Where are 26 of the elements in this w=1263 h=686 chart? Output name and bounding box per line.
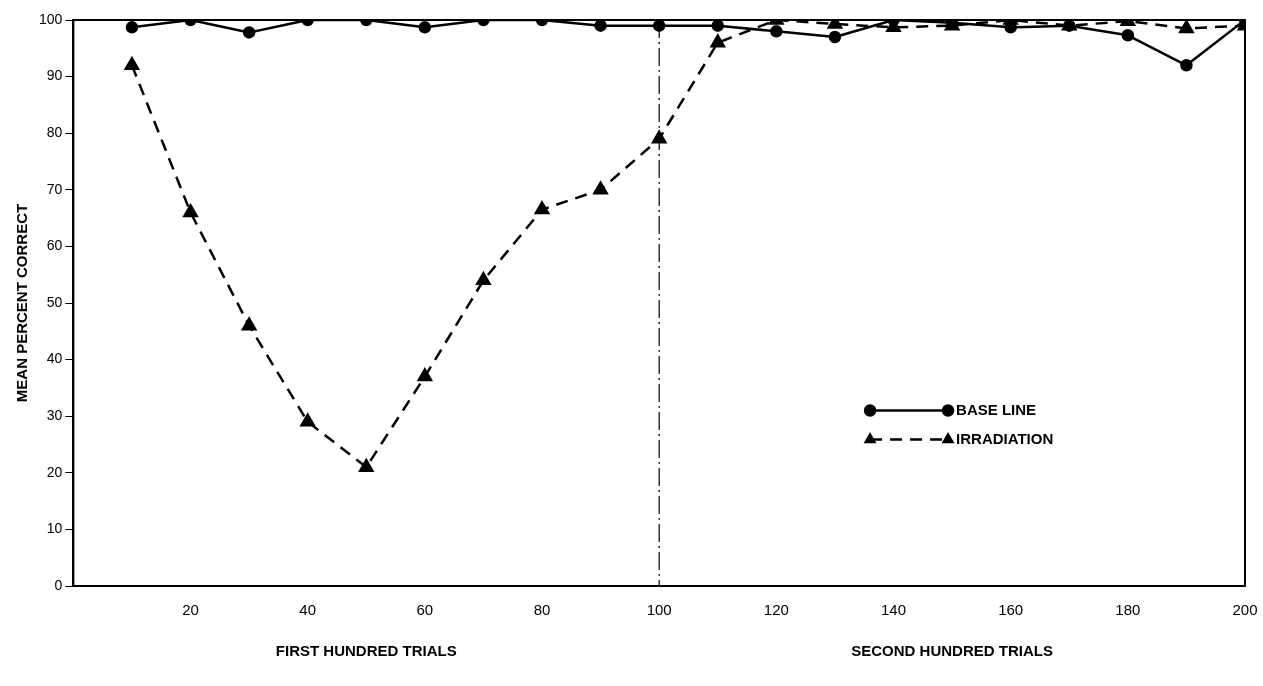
- text: SECOND HUNDRED TRIALS: [851, 642, 1053, 659]
- x-tick-label: 120: [763, 601, 789, 619]
- y-tick-label: 60: [46, 237, 63, 254]
- y-tick-label: 50: [46, 293, 63, 310]
- y-tick-label: 30: [46, 407, 63, 424]
- x-tick-label: 160: [998, 601, 1024, 619]
- legend-label: IRRADIATION: [956, 429, 1054, 447]
- x-tick-label: 80: [533, 601, 551, 619]
- y-tick-label: 10: [46, 520, 63, 537]
- y-tick-label: 0: [54, 576, 63, 593]
- x-tick-label: 180: [1115, 601, 1141, 619]
- y-tick-label: 100: [39, 10, 63, 27]
- x-tick-label: 40: [299, 601, 317, 619]
- y-axis-title: MEAN PERCENT CORRECT: [13, 203, 31, 403]
- y-tick-label: 40: [46, 350, 63, 367]
- x-tick-label: 140: [880, 601, 907, 619]
- y-tick-label: 80: [46, 124, 63, 141]
- legend-label: BASE LINE: [956, 400, 1037, 418]
- y-tick-label: 20: [46, 463, 63, 480]
- y-tick-label: 90: [46, 67, 63, 84]
- x-axis-title: FIRST HUNDRED TRIALS: [275, 642, 457, 659]
- x-tick-label: 200: [1232, 601, 1258, 619]
- x-tick-label: 100: [646, 601, 672, 619]
- x-tick-label: 60: [416, 601, 434, 619]
- y-tick-label: 70: [46, 180, 63, 197]
- x-tick-label: 20: [182, 601, 199, 619]
